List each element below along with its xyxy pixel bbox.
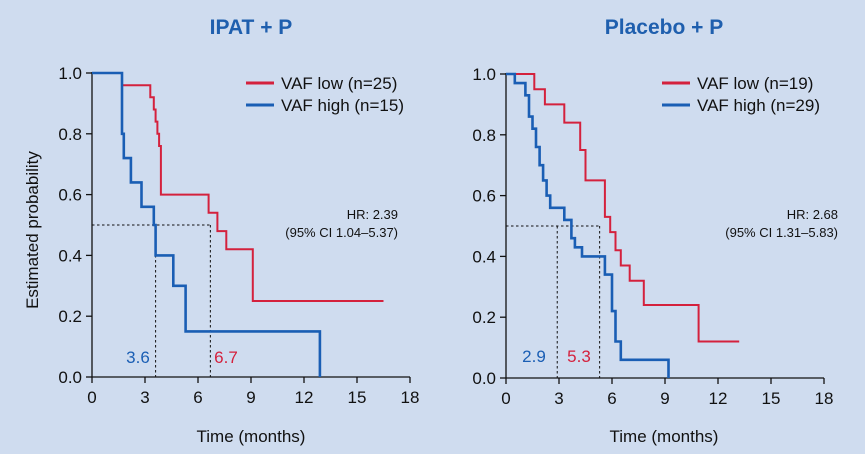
legend-label-vaf-low: VAF low (n=19) xyxy=(697,74,813,93)
legend: VAF low (n=19) VAF high (n=29) xyxy=(662,74,820,115)
curve-vaf-high xyxy=(506,72,670,378)
x-tick-label: 12 xyxy=(295,388,314,407)
y-tick-label: 1.0 xyxy=(58,64,82,83)
curve-vaf-high xyxy=(92,71,322,377)
x-tick-label: 9 xyxy=(660,389,669,408)
survival-curves xyxy=(92,71,384,377)
y-tick-label: 0.4 xyxy=(472,247,496,266)
y-tick-label: 0.6 xyxy=(58,186,82,205)
y-tick-label: 1.0 xyxy=(472,65,496,84)
legend: VAF low (n=25) VAF high (n=15) xyxy=(246,74,404,115)
panel-ipat: IPAT + P Estimated probability Time (mon… xyxy=(23,16,419,446)
y-tick-label: 0.4 xyxy=(58,246,82,265)
x-tick-label: 3 xyxy=(554,389,563,408)
hazard-ratio: HR: 2.39 xyxy=(347,207,398,222)
x-tick-label: 0 xyxy=(501,389,510,408)
panel-placebo: Placebo + P Time (months) 0 3 6 9 12 15 18 0.0 0… xyxy=(472,16,838,446)
x-tick-label: 12 xyxy=(709,389,728,408)
median-label-vaf-high: 2.9 xyxy=(522,347,546,366)
median-label-vaf-low: 6.7 xyxy=(214,348,238,367)
hazard-ratio: HR: 2.68 xyxy=(787,207,838,222)
y-tick-label: 0.2 xyxy=(472,308,496,327)
x-axis-label: Time (months) xyxy=(610,427,719,446)
y-tick-label: 0.2 xyxy=(58,307,82,326)
y-tick-label: 0.8 xyxy=(472,126,496,145)
x-tick-label: 18 xyxy=(815,389,834,408)
y-tick-label: 0.0 xyxy=(472,369,496,388)
x-tick-label: 6 xyxy=(607,389,616,408)
legend-label-vaf-low: VAF low (n=25) xyxy=(281,74,397,93)
panel-title: IPAT + P xyxy=(210,16,293,39)
x-tick-label: 15 xyxy=(348,388,367,407)
median-label-vaf-high: 3.6 xyxy=(126,348,150,367)
y-tick-label: 0.8 xyxy=(58,125,82,144)
x-tick-label: 15 xyxy=(762,389,781,408)
confidence-interval: (95% CI 1.04–5.37) xyxy=(285,225,398,240)
x-tick-label: 18 xyxy=(401,388,420,407)
axis-ticks: 0 3 6 9 12 15 18 0.0 0.2 0.4 0.6 0.8 1.0 xyxy=(58,64,419,407)
y-tick-label: 0.0 xyxy=(58,368,82,387)
x-tick-label: 0 xyxy=(87,388,96,407)
median-label-vaf-low: 5.3 xyxy=(567,347,591,366)
y-axis-label: Estimated probability xyxy=(23,151,42,309)
curve-vaf-low xyxy=(506,73,740,343)
y-tick-label: 0.6 xyxy=(472,187,496,206)
legend-label-vaf-high: VAF high (n=15) xyxy=(281,96,404,115)
x-tick-label: 3 xyxy=(140,388,149,407)
x-tick-label: 9 xyxy=(246,388,255,407)
panel-title: Placebo + P xyxy=(605,16,723,39)
survival-curves xyxy=(506,72,740,378)
x-axis-label: Time (months) xyxy=(197,427,306,446)
x-tick-label: 6 xyxy=(193,388,202,407)
curve-vaf-low xyxy=(92,72,384,302)
confidence-interval: (95% CI 1.31–5.83) xyxy=(725,225,838,240)
legend-label-vaf-high: VAF high (n=29) xyxy=(697,96,820,115)
